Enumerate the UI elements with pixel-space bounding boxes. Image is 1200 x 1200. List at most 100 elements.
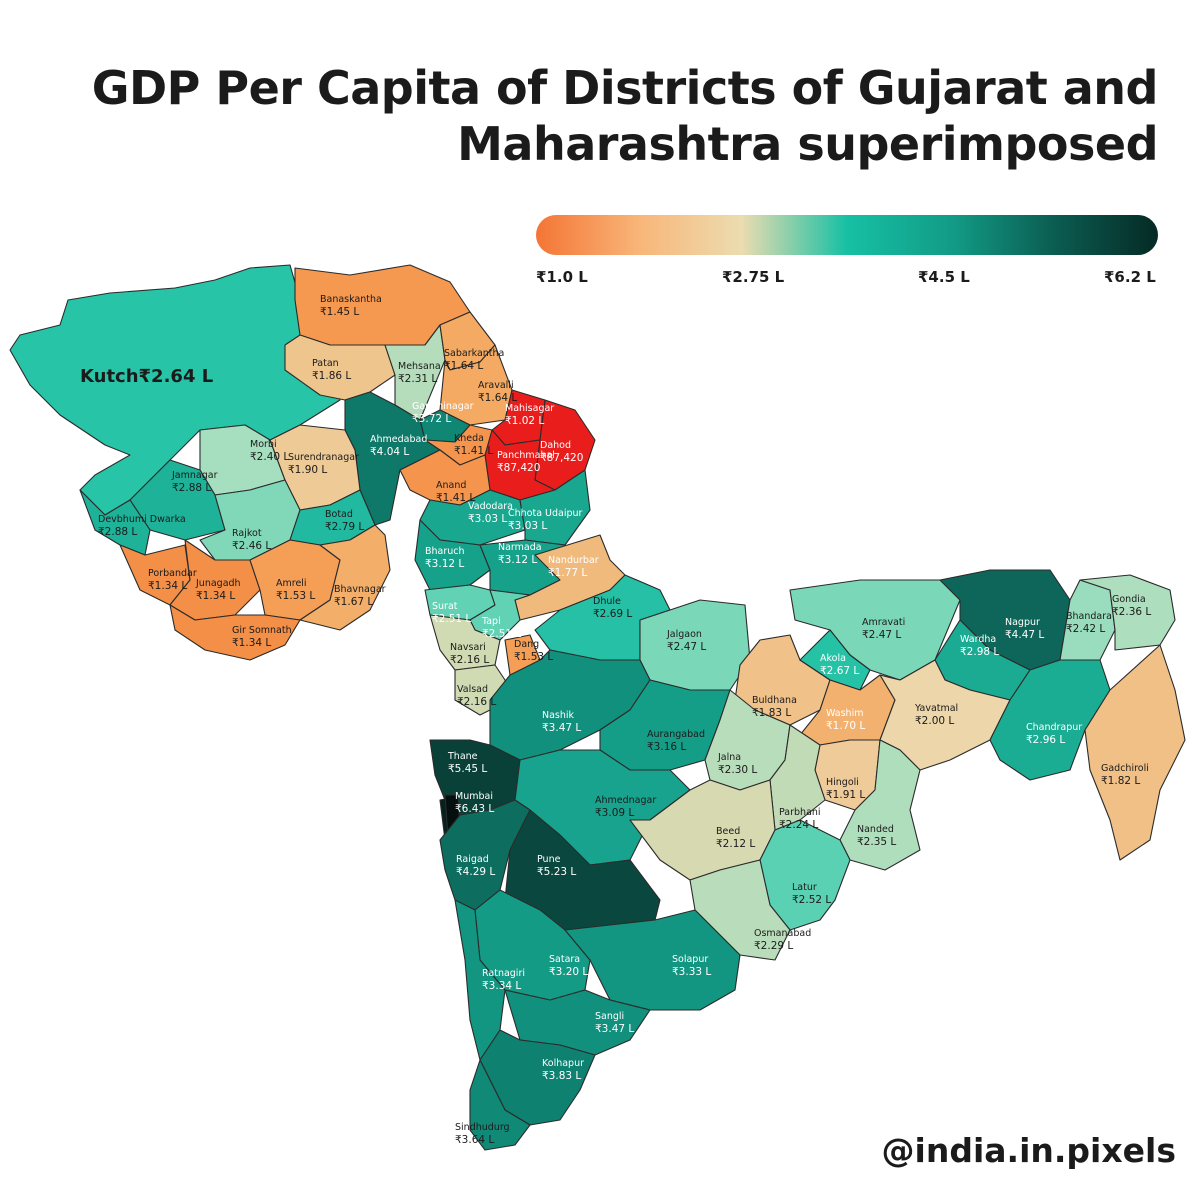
legend-tick-3: ₹4.5 L bbox=[918, 268, 970, 286]
value-junagadh: ₹1.34 L bbox=[196, 590, 235, 602]
value-nandurbar: ₹1.77 L bbox=[548, 567, 587, 579]
value-panchmahal: ₹87,420 bbox=[497, 462, 540, 474]
label-kutch: Kutch₹2.64 L bbox=[80, 366, 213, 387]
value-jalna: ₹2.30 L bbox=[718, 764, 757, 776]
district-chhota-udaipur bbox=[519, 469, 591, 546]
value-dahod: ₹87,420 bbox=[540, 452, 583, 464]
label-valsad: Valsad bbox=[457, 684, 488, 695]
label-gadchiroli: Gadchiroli bbox=[1101, 763, 1149, 774]
label-gir-somnath: Gir Somnath bbox=[232, 625, 292, 636]
value-washim: ₹1.70 L bbox=[826, 720, 865, 732]
label-hingoli: Hingoli bbox=[826, 777, 859, 788]
label-aravalli: Aravalli bbox=[478, 380, 514, 391]
district-navsari bbox=[429, 614, 501, 671]
value-solapur: ₹3.33 L bbox=[672, 966, 711, 978]
label-ratnagiri: Ratnagiri bbox=[482, 968, 525, 979]
label-devbhumi-dwarka: Devbhumi Dwarka bbox=[98, 514, 186, 525]
district-bhavnagar bbox=[299, 524, 391, 631]
value-beed: ₹2.12 L bbox=[716, 838, 755, 850]
value-sangli: ₹3.47 L bbox=[595, 1023, 634, 1035]
value-porbandar: ₹1.34 L bbox=[148, 580, 187, 592]
label-chhota-udaipur: Chhota Udaipur bbox=[508, 508, 583, 519]
value-gadchiroli: ₹1.82 L bbox=[1101, 775, 1140, 787]
value-narmada: ₹3.12 L bbox=[498, 554, 537, 566]
value-mehsana: ₹2.31 L bbox=[398, 373, 437, 385]
value-jamnagar: ₹2.88 L bbox=[172, 482, 211, 494]
label-gondia: Gondia bbox=[1112, 594, 1146, 605]
label-jamnagar: Jamnagar bbox=[171, 470, 218, 481]
label-yavatmal: Yavatmal bbox=[914, 703, 958, 714]
value-nashik: ₹3.47 L bbox=[542, 722, 581, 734]
label-amravati: Amravati bbox=[862, 617, 905, 628]
label-osmanabad: Osmanabad bbox=[754, 928, 811, 939]
label-tapi: Tapi bbox=[481, 616, 501, 627]
label-kolhapur: Kolhapur bbox=[542, 1058, 584, 1069]
value-banaskantha: ₹1.45 L bbox=[320, 306, 359, 318]
value-wardha: ₹2.98 L bbox=[960, 646, 999, 658]
label-nashik: Nashik bbox=[542, 710, 575, 721]
value-patan: ₹1.86 L bbox=[312, 370, 351, 382]
legend-tick-min: ₹1.0 L bbox=[536, 268, 588, 286]
value-nagpur: ₹4.47 L bbox=[1005, 629, 1044, 641]
value-akola: ₹2.67 L bbox=[820, 665, 859, 677]
district-mehsana bbox=[384, 324, 446, 421]
value-aravalli: ₹1.64 L bbox=[478, 392, 517, 404]
district-buldhana bbox=[734, 634, 831, 726]
value-yavatmal: ₹2.00 L bbox=[915, 715, 954, 727]
legend-color-bar bbox=[536, 215, 1158, 255]
value-navsari: ₹2.16 L bbox=[450, 654, 489, 666]
value-devbhumi-dwarka: ₹2.88 L bbox=[98, 526, 137, 538]
label-akola: Akola bbox=[820, 653, 846, 664]
value-osmanabad: ₹2.29 L bbox=[754, 940, 793, 952]
value-chandrapur: ₹2.96 L bbox=[1026, 734, 1065, 746]
label-ahmedabad: Ahmedabad bbox=[370, 434, 427, 445]
label-chandrapur: Chandrapur bbox=[1026, 722, 1082, 733]
value-pune: ₹5.23 L bbox=[537, 866, 576, 878]
label-latur: Latur bbox=[792, 882, 817, 893]
label-parbhani: Parbhani bbox=[779, 807, 821, 818]
label-sindhudurg: Sindhudurg bbox=[455, 1122, 510, 1133]
label-patan: Patan bbox=[312, 358, 339, 369]
label-dang: Dang bbox=[514, 639, 539, 650]
label-mehsana: Mehsana bbox=[398, 361, 441, 372]
label-buldhana: Buldhana bbox=[752, 695, 797, 706]
value-kheda: ₹1.41 L bbox=[454, 445, 493, 457]
label-morbi: Morbi bbox=[250, 439, 277, 450]
value-chhota-udaipur: ₹3.03 L bbox=[508, 520, 547, 532]
title-line-1: GDP Per Capita of Districts of Gujarat a… bbox=[91, 61, 1159, 115]
value-gir-somnath: ₹1.34 L bbox=[232, 637, 271, 649]
label-navsari: Navsari bbox=[450, 642, 486, 653]
district-devbhumi-dwarka bbox=[79, 489, 151, 556]
value-amreli: ₹1.53 L bbox=[276, 590, 315, 602]
label-raigad: Raigad bbox=[456, 854, 489, 865]
page-title: GDP Per Capita of Districts of Gujarat a… bbox=[58, 60, 1159, 172]
value-surat: ₹2.51 L bbox=[432, 613, 471, 625]
label-porbandar: Porbandar bbox=[148, 568, 197, 579]
label-nanded: Nanded bbox=[857, 824, 894, 835]
label-amreli: Amreli bbox=[276, 578, 307, 589]
value-amravati: ₹2.47 L bbox=[862, 629, 901, 641]
value-ahmednagar: ₹3.09 L bbox=[595, 807, 634, 819]
label-sabarkantha: Sabarkantha bbox=[444, 348, 504, 359]
label-ahmednagar: Ahmednagar bbox=[595, 795, 656, 806]
label-anand: Anand bbox=[436, 480, 466, 491]
label-sangli: Sangli bbox=[595, 1011, 624, 1022]
label-jalgaon: Jalgaon bbox=[666, 629, 702, 640]
label-junagadh: Junagadh bbox=[195, 578, 241, 589]
value-gondia: ₹2.36 L bbox=[1112, 606, 1151, 618]
value-anand: ₹1.41 L bbox=[436, 492, 475, 504]
label-surendranagar: Surendranagar bbox=[288, 452, 359, 463]
value-dang: ₹1.53 L bbox=[514, 651, 553, 663]
value-bhavnagar: ₹1.67 L bbox=[334, 596, 373, 608]
title-line-2: Maharashtra superimposed bbox=[457, 117, 1158, 171]
value-parbhani: ₹2.24 L bbox=[779, 819, 818, 831]
value-raigad: ₹4.29 L bbox=[456, 866, 495, 878]
value-latur: ₹2.52 L bbox=[792, 894, 831, 906]
district-beed bbox=[629, 779, 776, 881]
label-solapur: Solapur bbox=[672, 954, 708, 965]
label-dahod: Dahod bbox=[540, 440, 571, 451]
label-bharuch: Bharuch bbox=[425, 546, 465, 557]
value-surendranagar: ₹1.90 L bbox=[288, 464, 327, 476]
label-aurangabad: Aurangabad bbox=[647, 729, 705, 740]
district-sindhudurg bbox=[469, 1059, 531, 1151]
